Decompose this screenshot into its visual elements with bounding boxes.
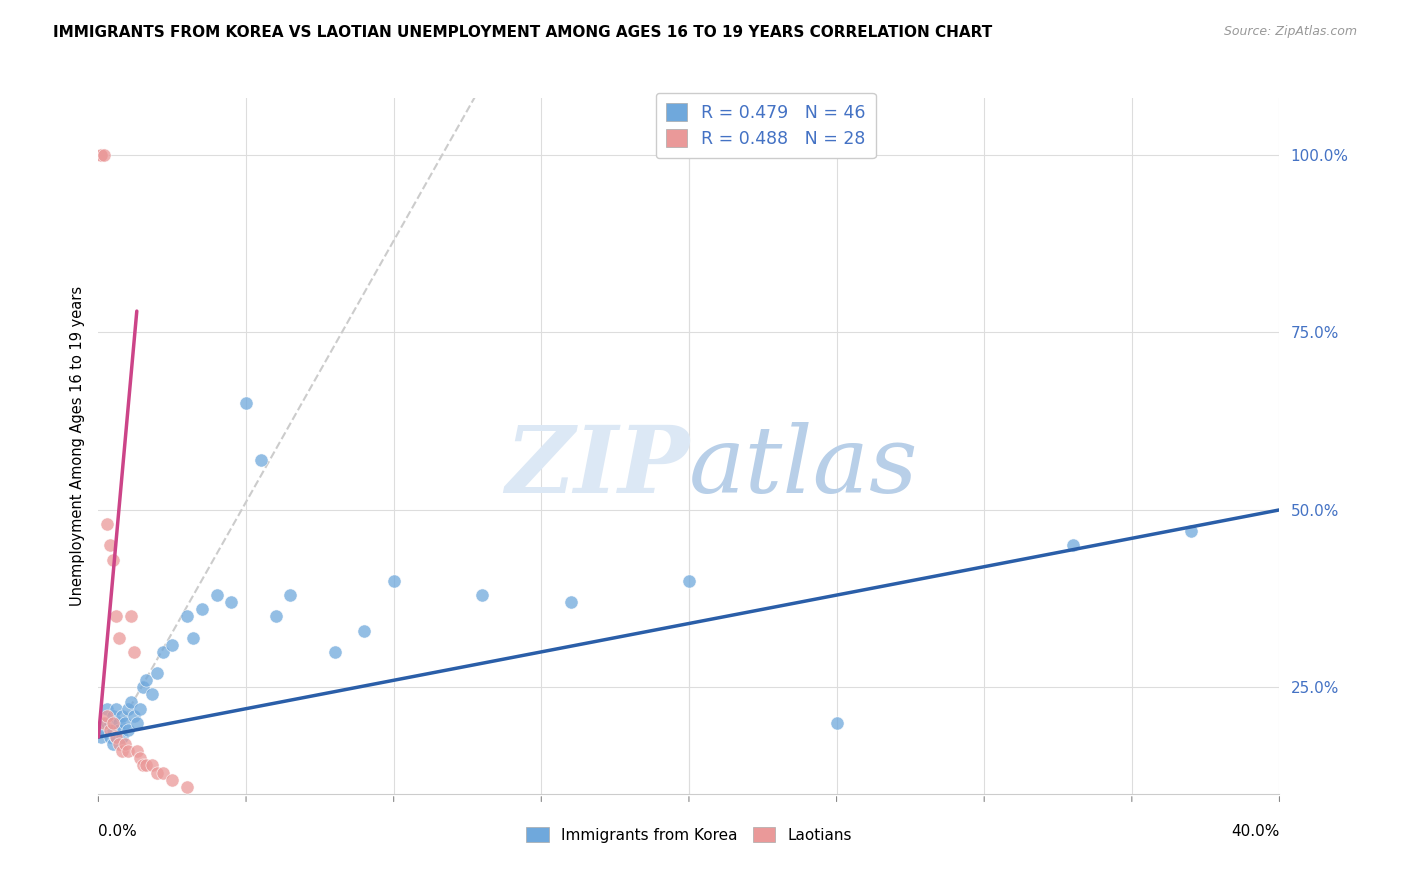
Point: [103, 708, 125, 723]
Point: [264, 609, 287, 624]
Point: [90, 730, 112, 744]
Point: [103, 552, 125, 566]
Point: [353, 624, 375, 638]
Point: [120, 695, 142, 709]
Text: atlas: atlas: [689, 422, 918, 512]
Point: [152, 765, 174, 780]
Point: [96, 517, 118, 532]
Point: [114, 737, 136, 751]
Point: [98, 538, 121, 552]
Point: [1062, 538, 1084, 552]
Point: [128, 751, 150, 765]
Legend: Immigrants from Korea, Laotians: Immigrants from Korea, Laotians: [520, 821, 858, 849]
Point: [93, 148, 115, 162]
Point: [128, 701, 150, 715]
Point: [132, 681, 155, 695]
Point: [98, 715, 121, 730]
Point: [108, 723, 131, 737]
Point: [146, 666, 169, 681]
Point: [96, 701, 118, 715]
Text: 40.0%: 40.0%: [1232, 823, 1279, 838]
Point: [125, 715, 148, 730]
Point: [191, 602, 214, 616]
Point: [560, 595, 582, 609]
Text: 0.0%: 0.0%: [98, 823, 138, 838]
Point: [90, 148, 112, 162]
Point: [103, 737, 125, 751]
Point: [105, 701, 128, 715]
Text: IMMIGRANTS FROM KOREA VS LAOTIAN UNEMPLOYMENT AMONG AGES 16 TO 19 YEARS CORRELAT: IMMIGRANTS FROM KOREA VS LAOTIAN UNEMPLO…: [53, 25, 993, 40]
Point: [135, 673, 157, 688]
Text: Source: ZipAtlas.com: Source: ZipAtlas.com: [1223, 25, 1357, 38]
Point: [103, 715, 125, 730]
Point: [98, 730, 121, 744]
Point: [108, 631, 131, 645]
Point: [93, 715, 115, 730]
Point: [471, 588, 494, 602]
Point: [141, 688, 163, 702]
Point: [132, 758, 155, 772]
Point: [152, 645, 174, 659]
Point: [235, 396, 257, 410]
Point: [146, 765, 169, 780]
Point: [221, 595, 243, 609]
Point: [105, 609, 128, 624]
Point: [382, 574, 405, 588]
Point: [162, 772, 183, 787]
Point: [108, 715, 131, 730]
Point: [117, 723, 139, 737]
Point: [1180, 524, 1202, 539]
Point: [122, 708, 145, 723]
Point: [111, 708, 134, 723]
Point: [323, 645, 346, 659]
Point: [96, 708, 118, 723]
Point: [111, 744, 134, 758]
Point: [114, 715, 136, 730]
Y-axis label: Unemployment Among Ages 16 to 19 years: Unemployment Among Ages 16 to 19 years: [69, 286, 84, 606]
Point: [678, 574, 700, 588]
Point: [250, 453, 273, 467]
Point: [117, 701, 139, 715]
Point: [98, 723, 121, 737]
Point: [135, 758, 157, 772]
Point: [108, 737, 131, 751]
Point: [176, 780, 198, 794]
Point: [93, 723, 115, 737]
Text: ZIP: ZIP: [505, 422, 689, 512]
Point: [205, 588, 228, 602]
Point: [162, 638, 183, 652]
Point: [103, 723, 125, 737]
Point: [176, 609, 198, 624]
Point: [280, 588, 302, 602]
Point: [117, 744, 139, 758]
Point: [105, 730, 128, 744]
Point: [825, 715, 848, 730]
Point: [181, 631, 204, 645]
Point: [125, 744, 148, 758]
Point: [120, 609, 142, 624]
Point: [141, 758, 163, 772]
Point: [105, 730, 128, 744]
Point: [122, 645, 145, 659]
Point: [111, 730, 134, 744]
Point: [90, 148, 112, 162]
Point: [96, 715, 118, 730]
